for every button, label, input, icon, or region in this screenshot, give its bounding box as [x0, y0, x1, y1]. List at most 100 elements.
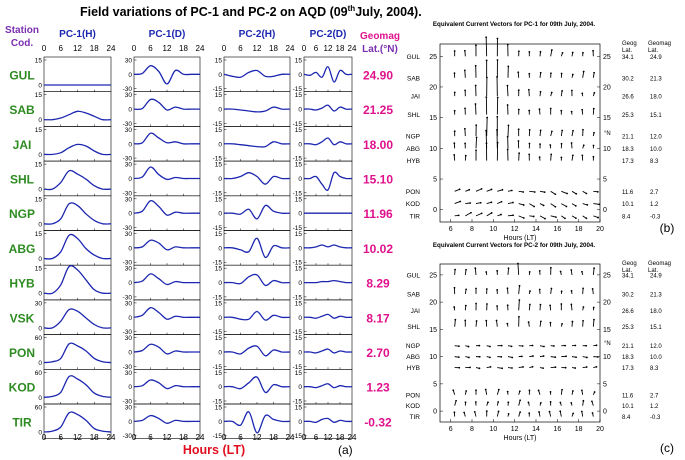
- vector-head: [512, 201, 514, 204]
- y-axis-unit: °N: [604, 341, 611, 347]
- vector-head: [528, 72, 531, 75]
- y-tick-label: 0: [38, 117, 42, 124]
- station-label: TIR: [410, 414, 421, 421]
- vector-head: [453, 154, 456, 156]
- station-label: KOD: [406, 403, 420, 410]
- series-line: [133, 239, 200, 251]
- vector-head: [520, 355, 523, 358]
- vector-head: [560, 156, 563, 159]
- y-tick-label-right: 0: [603, 207, 607, 214]
- vector-head: [549, 390, 552, 393]
- y-tick-label: -15: [213, 399, 223, 406]
- current-vector: [561, 203, 567, 207]
- top-tick-label: 18: [336, 44, 345, 53]
- current-vector: [518, 400, 521, 406]
- vector-head: [507, 401, 510, 404]
- current-vector: [539, 130, 542, 137]
- vector-head: [464, 89, 467, 92]
- x-tick-label: 16: [553, 226, 561, 233]
- y-tick-label: 0: [128, 315, 132, 322]
- y-tick-label: 15: [215, 300, 223, 307]
- vector-head: [506, 43, 509, 46]
- vector-head: [475, 302, 477, 305]
- vector-head: [485, 96, 488, 99]
- geomag-header-2: Lat.(°N): [362, 44, 398, 55]
- vector-head: [537, 389, 540, 392]
- vector-head: [478, 355, 481, 358]
- vector-head: [531, 355, 534, 357]
- vector-head: [574, 367, 577, 369]
- geog-value: 8.4: [622, 415, 631, 421]
- vector-head: [542, 204, 545, 207]
- station-label: GUL: [407, 272, 421, 279]
- vector-head: [495, 319, 498, 322]
- x-tick-label: 14: [532, 226, 540, 233]
- series-line: [43, 342, 112, 364]
- vector-head: [500, 200, 503, 203]
- vector-head: [506, 304, 509, 307]
- vector-head: [490, 201, 493, 204]
- vector-head: [496, 115, 499, 118]
- vector-head: [517, 262, 519, 265]
- geog-value: 21.1: [622, 135, 634, 141]
- vector-title: Equivalent Current Vectors for PC-1 for …: [433, 21, 595, 28]
- series-line: [303, 348, 353, 354]
- vector-head: [501, 188, 504, 191]
- series-line: [223, 310, 291, 321]
- current-vector: [496, 320, 498, 327]
- current-vector: [475, 137, 478, 149]
- y-tick-label-right: 15: [603, 327, 611, 334]
- vector-head: [453, 109, 456, 112]
- vector-head: [591, 400, 593, 403]
- vector-head: [543, 191, 546, 194]
- x-tick-label: 20: [596, 226, 604, 233]
- vector-head: [484, 388, 487, 391]
- column-title: PC-2(D): [310, 29, 347, 40]
- top-tick-label: 18: [269, 44, 278, 53]
- y-tick-label: 0: [38, 325, 42, 332]
- y-tick-label: 0: [218, 349, 222, 356]
- vector-head: [522, 191, 525, 193]
- vector-head: [575, 192, 578, 195]
- vector-head: [561, 323, 563, 325]
- vector-head: [560, 72, 563, 75]
- x-tick-label: 20: [596, 426, 604, 433]
- y-tick-label: -15: [293, 190, 303, 197]
- geog-value: 18.3: [622, 355, 634, 361]
- vector-head: [550, 91, 553, 94]
- current-vector: [475, 188, 482, 192]
- current-vector: [464, 70, 466, 78]
- y-tick-label: 0: [298, 72, 302, 79]
- vector-head: [453, 91, 456, 94]
- vector-head: [475, 136, 478, 139]
- vector-head: [564, 366, 567, 369]
- station-label: HYB: [407, 365, 420, 372]
- top-tick-label: 12: [163, 44, 172, 53]
- series-line: [303, 104, 353, 112]
- geomag-lat-value: 2.70: [366, 346, 390, 360]
- series-line: [43, 233, 112, 260]
- y-tick-label: 0: [433, 207, 437, 214]
- vector-head: [517, 71, 520, 74]
- vector-head: [528, 128, 531, 131]
- vector-head: [467, 356, 470, 359]
- current-vector: [570, 304, 573, 311]
- vector-head: [506, 135, 509, 138]
- vector-head: [522, 366, 524, 368]
- series-line: [303, 171, 353, 191]
- y-tick-label: 0: [128, 280, 132, 287]
- vector-head: [500, 355, 503, 358]
- vector-head: [571, 390, 574, 392]
- vector-head: [453, 130, 456, 133]
- vector-head: [485, 410, 488, 413]
- y-tick-label: 10: [429, 354, 437, 361]
- y-tick-label: 30: [125, 127, 133, 134]
- x-tick-label: 8: [470, 426, 474, 433]
- y-tick-label: 0: [298, 384, 302, 391]
- vector-head: [489, 366, 492, 368]
- vector-head: [517, 108, 520, 111]
- vector-head: [485, 271, 488, 273]
- series-line: [133, 166, 200, 181]
- top-tick-label: 0: [222, 44, 227, 53]
